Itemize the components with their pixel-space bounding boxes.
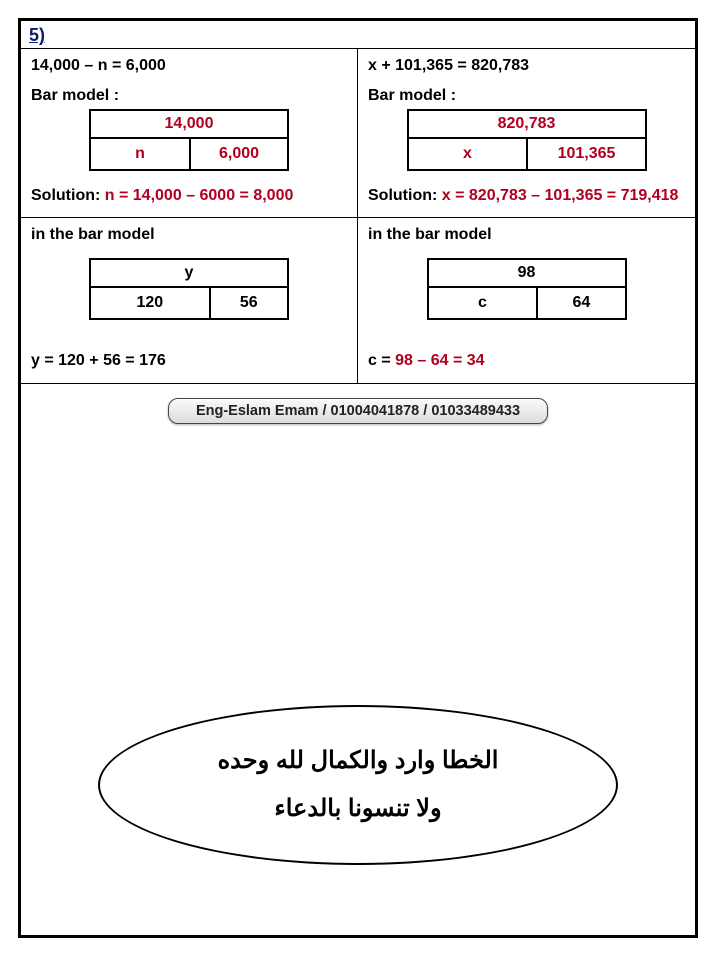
author-badge: Eng-Eslam Emam / 01004041878 / 010334894… <box>168 398 548 424</box>
bar-d-left: c <box>429 288 537 318</box>
bar-c-right: 56 <box>209 288 287 318</box>
bar-d-top: 98 <box>429 260 625 288</box>
bar-model-b: 820,783 x 101,365 <box>407 109 647 171</box>
cell-top-right: x + 101,365 = 820,783 Bar model : 820,78… <box>358 49 695 218</box>
quote-ellipse-wrap: الخطا وارد والكمال لله وحده ولا تنسونا ب… <box>21 705 695 865</box>
heading-c: in the bar model <box>31 226 347 244</box>
bar-c-left: 120 <box>91 288 209 318</box>
result-d-prefix: c = <box>368 352 395 369</box>
page-frame: 5) 14,000 – n = 6,000 Bar model : 14,000… <box>18 18 698 938</box>
bar-d-right: 64 <box>536 288 624 318</box>
result-d-answer: 98 – 64 = 34 <box>395 352 484 369</box>
cell-bottom-right: in the bar model 98 c 64 c = 98 – 64 = 3… <box>358 218 695 383</box>
solution-a: Solution: n = 14,000 – 6000 = 8,000 <box>31 185 347 207</box>
solution-b-prefix: Solution: <box>368 187 442 204</box>
cell-top-left: 14,000 – n = 6,000 Bar model : 14,000 n … <box>21 49 358 218</box>
heading-d: in the bar model <box>368 226 685 244</box>
result-d: c = 98 – 64 = 34 <box>368 350 685 372</box>
quote-line-1: الخطا وارد والكمال لله وحده <box>218 737 499 785</box>
bar-model-a: 14,000 n 6,000 <box>89 109 289 171</box>
bar-label-b: Bar model : <box>368 87 685 105</box>
quote-line-2: ولا تنسونا بالدعاء <box>274 785 441 833</box>
equation-a: 14,000 – n = 6,000 <box>31 57 347 75</box>
bar-c-top: y <box>91 260 287 288</box>
quote-ellipse: الخطا وارد والكمال لله وحده ولا تنسونا ب… <box>98 705 618 865</box>
bar-b-left: x <box>409 139 527 169</box>
bar-label-a: Bar model : <box>31 87 347 105</box>
page-number: 5) <box>21 25 695 48</box>
solution-a-answer: n = 14,000 – 6000 = 8,000 <box>105 187 294 204</box>
bar-model-d: 98 c 64 <box>427 258 627 320</box>
bar-b-top: 820,783 <box>409 111 645 139</box>
solution-b-answer: x = 820,783 – 101,365 = 719,418 <box>442 187 679 204</box>
bar-a-top: 14,000 <box>91 111 287 139</box>
bar-a-left: n <box>91 139 189 169</box>
bar-a-right: 6,000 <box>189 139 287 169</box>
equation-b: x + 101,365 = 820,783 <box>368 57 685 75</box>
solution-a-prefix: Solution: <box>31 187 105 204</box>
bar-model-c: y 120 56 <box>89 258 289 320</box>
bar-b-right: 101,365 <box>526 139 644 169</box>
result-c: y = 120 + 56 = 176 <box>31 350 347 372</box>
problems-grid: 14,000 – n = 6,000 Bar model : 14,000 n … <box>21 48 695 384</box>
solution-b: Solution: x = 820,783 – 101,365 = 719,41… <box>368 185 685 207</box>
cell-bottom-left: in the bar model y 120 56 y = 120 + 56 =… <box>21 218 358 383</box>
